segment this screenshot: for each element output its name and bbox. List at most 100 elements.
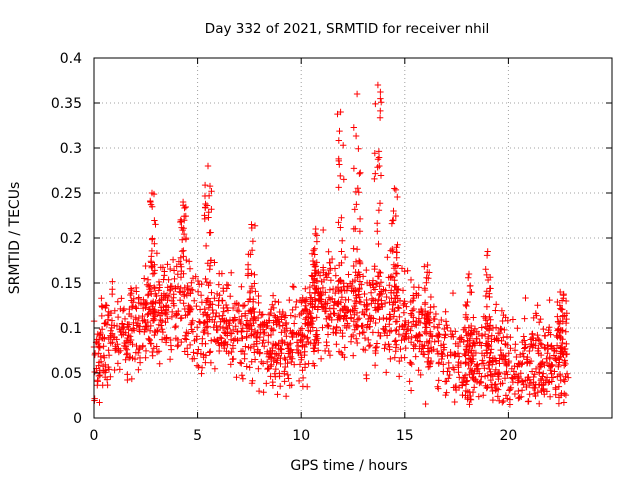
data-point (230, 326, 237, 334)
data-point (149, 270, 157, 278)
data-point (389, 248, 396, 255)
grid-lines (94, 58, 612, 418)
data-point (345, 271, 352, 278)
data-point (355, 257, 363, 264)
data-point (390, 313, 398, 320)
data-point (376, 200, 384, 207)
data-point (151, 240, 158, 247)
data-point (263, 323, 270, 331)
data-point (435, 337, 442, 345)
data-point (176, 297, 184, 304)
data-point (537, 340, 544, 347)
data-point (299, 374, 307, 382)
data-point (313, 232, 320, 239)
data-point (463, 346, 470, 354)
data-point (401, 321, 408, 328)
data-point (423, 324, 430, 331)
data-point (368, 295, 376, 302)
data-point (149, 352, 156, 359)
data-point (556, 327, 564, 334)
data-point (383, 332, 391, 339)
data-point (228, 348, 235, 356)
data-point (186, 341, 194, 349)
data-point (372, 280, 380, 287)
data-point (481, 331, 489, 338)
data-point (341, 315, 349, 322)
data-point (189, 328, 197, 335)
data-point (371, 304, 379, 311)
data-point (458, 334, 465, 341)
data-point (183, 336, 190, 343)
data-point (517, 351, 524, 358)
data-point (156, 284, 163, 291)
data-point (389, 217, 396, 224)
data-point (189, 355, 196, 363)
data-point (201, 305, 208, 313)
data-point (336, 262, 343, 269)
data-point (282, 312, 289, 319)
data-point (248, 247, 256, 254)
data-point (511, 390, 519, 398)
data-point (222, 301, 230, 309)
data-point (505, 359, 512, 367)
data-point (431, 338, 438, 345)
data-point (424, 261, 431, 269)
data-point (380, 325, 387, 332)
data-point (468, 359, 475, 367)
data-point (561, 362, 568, 369)
data-point (443, 389, 450, 396)
data-point (356, 294, 363, 301)
data-point (353, 201, 360, 208)
data-point (104, 316, 112, 323)
data-point (239, 325, 246, 332)
data-point (425, 339, 432, 347)
data-point (560, 351, 567, 358)
data-point (443, 322, 450, 329)
data-point (356, 215, 364, 223)
data-point (178, 338, 185, 346)
data-point (547, 331, 554, 338)
data-point (543, 388, 551, 395)
data-point (557, 288, 564, 296)
data-point (352, 300, 360, 307)
data-point (331, 265, 339, 272)
data-point (121, 315, 129, 323)
data-point (277, 383, 284, 390)
data-point (502, 352, 509, 360)
data-point (94, 340, 102, 347)
data-point (143, 281, 151, 288)
data-point (259, 311, 266, 318)
data-point (292, 303, 299, 311)
data-point (95, 359, 103, 366)
data-point (212, 313, 219, 320)
data-point (127, 312, 135, 320)
data-point (330, 302, 337, 309)
data-point (486, 293, 493, 301)
data-point (424, 345, 431, 352)
data-point (202, 242, 210, 250)
data-point (352, 225, 359, 232)
data-point (259, 326, 267, 333)
data-point (512, 341, 519, 348)
data-point (515, 373, 523, 381)
data-point (395, 331, 403, 338)
data-point (390, 207, 397, 215)
data-point (229, 304, 237, 312)
data-point (248, 221, 255, 228)
data-point (148, 189, 156, 197)
data-point (351, 206, 358, 213)
data-point (255, 292, 262, 300)
data-point (395, 285, 402, 293)
data-point (478, 332, 486, 339)
y-tick-label: 0 (73, 411, 82, 427)
data-point (146, 327, 154, 334)
data-point (311, 362, 318, 369)
data-point (555, 363, 562, 370)
data-point (338, 248, 345, 255)
data-point (509, 316, 517, 323)
data-point (202, 359, 209, 366)
data-point (530, 373, 537, 381)
data-point (132, 284, 140, 292)
data-point (187, 290, 194, 297)
data-point (150, 308, 157, 315)
